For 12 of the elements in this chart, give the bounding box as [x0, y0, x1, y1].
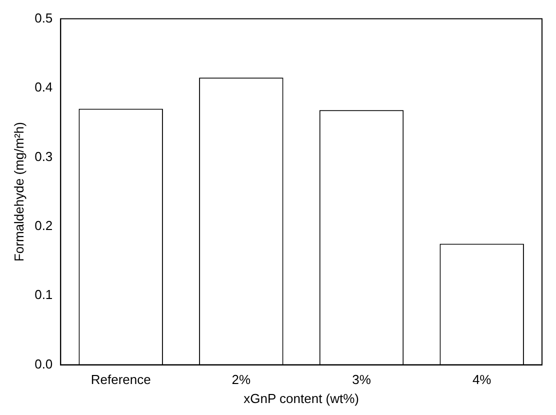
y-tick-label: 0.2: [34, 218, 53, 233]
x-tick-label: 3%: [352, 372, 372, 388]
y-tick-label: 0.1: [34, 287, 53, 302]
y-tick-label: 0.5: [34, 10, 53, 26]
y-tick-label: 0.3: [34, 148, 53, 164]
y-tick-label: 0.0: [34, 356, 53, 372]
y-tick-label: 0.4: [34, 80, 53, 95]
x-tick-label: 4%: [472, 372, 492, 388]
y-axis-title: Formaldehyde (mg/m²h): [11, 122, 26, 262]
x-axis-title: xGnP content (wt%): [244, 390, 360, 406]
x-tick-label: 2%: [232, 372, 251, 388]
x-tick-label: Reference: [90, 372, 151, 388]
